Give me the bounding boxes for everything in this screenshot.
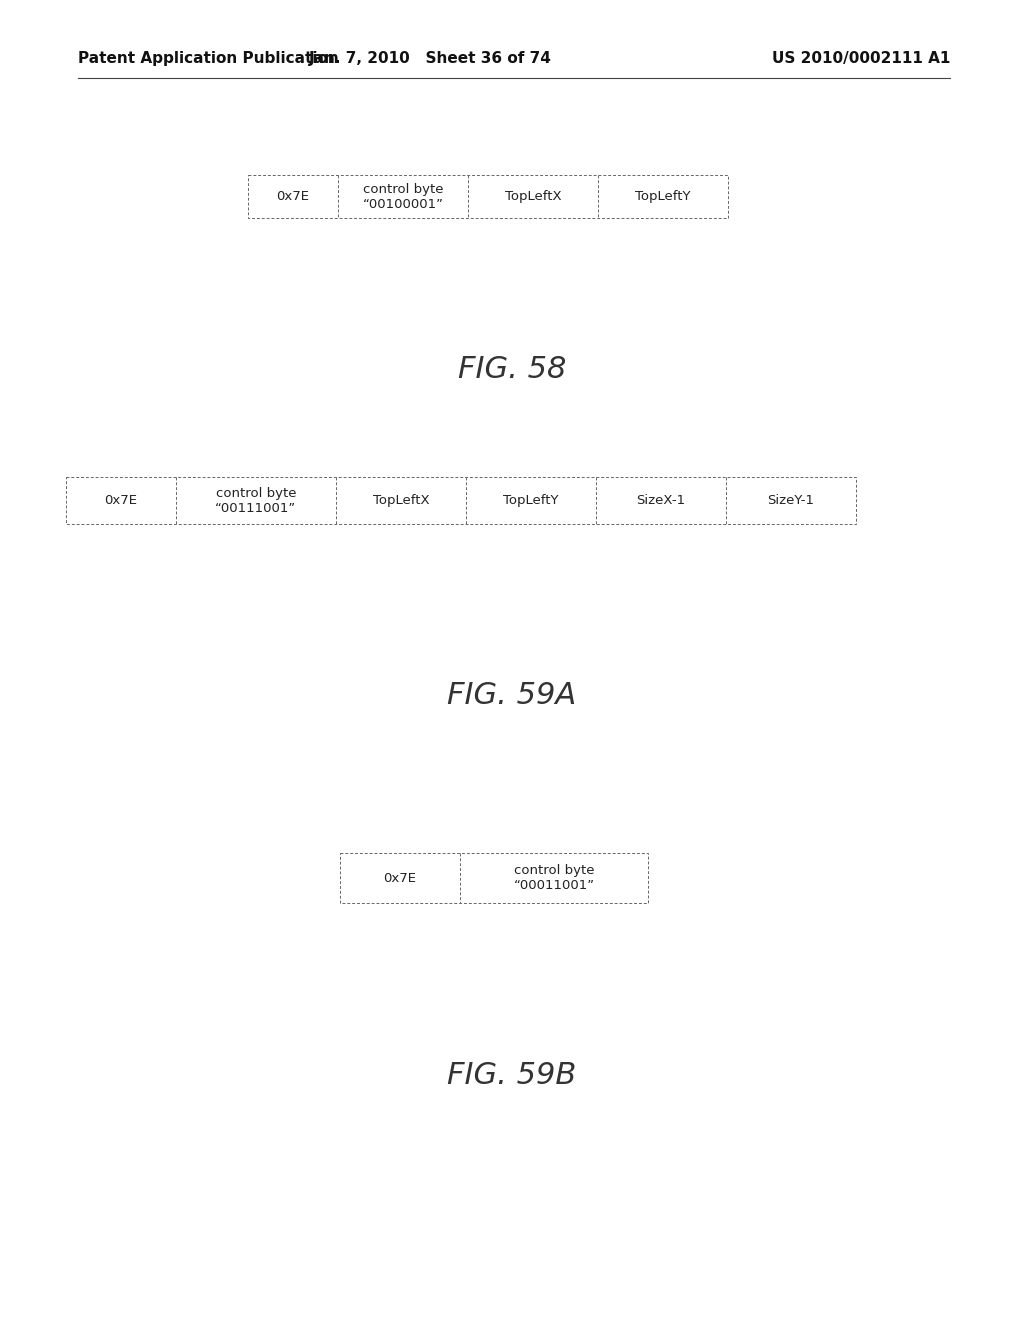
Text: US 2010/0002111 A1: US 2010/0002111 A1 (772, 50, 950, 66)
Text: TopLeftX: TopLeftX (373, 494, 429, 507)
Text: control byte
“00111001”: control byte “00111001” (215, 487, 297, 515)
Text: FIG. 58: FIG. 58 (458, 355, 566, 384)
Text: TopLeftX: TopLeftX (505, 190, 561, 203)
Text: 0x7E: 0x7E (104, 494, 137, 507)
Text: control byte
“00100001”: control byte “00100001” (362, 182, 443, 210)
Text: SizeX-1: SizeX-1 (637, 494, 685, 507)
Text: SizeY-1: SizeY-1 (768, 494, 814, 507)
Bar (340, 853, 648, 903)
Bar (248, 176, 728, 218)
Text: 0x7E: 0x7E (276, 190, 309, 203)
Text: 0x7E: 0x7E (384, 871, 417, 884)
Text: Patent Application Publication: Patent Application Publication (78, 50, 339, 66)
Text: TopLeftY: TopLeftY (635, 190, 691, 203)
Text: control byte
“00011001”: control byte “00011001” (513, 865, 595, 892)
Bar (66, 477, 856, 524)
Text: FIG. 59A: FIG. 59A (447, 681, 577, 710)
Text: Jan. 7, 2010   Sheet 36 of 74: Jan. 7, 2010 Sheet 36 of 74 (308, 50, 552, 66)
Text: FIG. 59B: FIG. 59B (447, 1060, 577, 1089)
Text: TopLeftY: TopLeftY (503, 494, 559, 507)
